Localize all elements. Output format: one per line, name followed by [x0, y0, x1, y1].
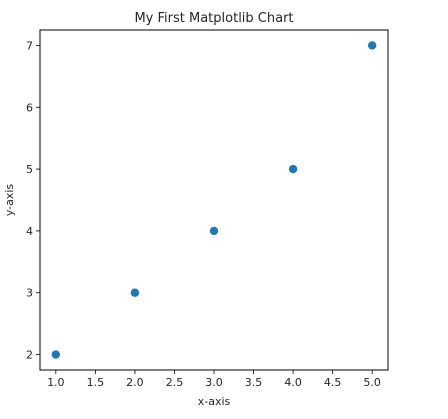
y-tick-label: 7: [26, 39, 33, 52]
data-point: [367, 41, 377, 50]
data-point: [51, 350, 61, 359]
data-point: [130, 288, 140, 297]
x-tick-label: 4.0: [284, 376, 302, 389]
y-tick-label: 5: [26, 163, 33, 176]
y-tick-label: 3: [26, 287, 33, 300]
x-tick-label: 3.5: [245, 376, 263, 389]
y-tick-label: 4: [26, 225, 33, 238]
data-point: [209, 226, 219, 236]
x-axis-label: x-axis: [198, 395, 231, 408]
y-axis-ticks: 2 3 4 5 6 7: [26, 39, 40, 362]
y-axis-label: y-axis: [3, 184, 16, 217]
x-tick-label: 2.0: [126, 376, 144, 389]
plot-frame: [39, 29, 389, 371]
x-tick-label: 5.0: [363, 376, 381, 389]
data-point: [288, 164, 298, 174]
data-points: [51, 41, 377, 359]
x-tick-label: 1.5: [87, 376, 105, 389]
chart-title: My First Matplotlib Chart: [134, 11, 293, 26]
x-axis-ticks: 1.0 1.5 2.0 2.5 3.0 3.5 4.0 4.5 5.0: [47, 370, 381, 389]
x-tick-label: 3.0: [205, 376, 223, 389]
x-tick-label: 1.0: [47, 376, 65, 389]
y-tick-label: 2: [26, 349, 33, 362]
x-tick-label: 4.5: [324, 376, 342, 389]
y-tick-label: 6: [26, 101, 33, 114]
x-tick-label: 2.5: [166, 376, 184, 389]
